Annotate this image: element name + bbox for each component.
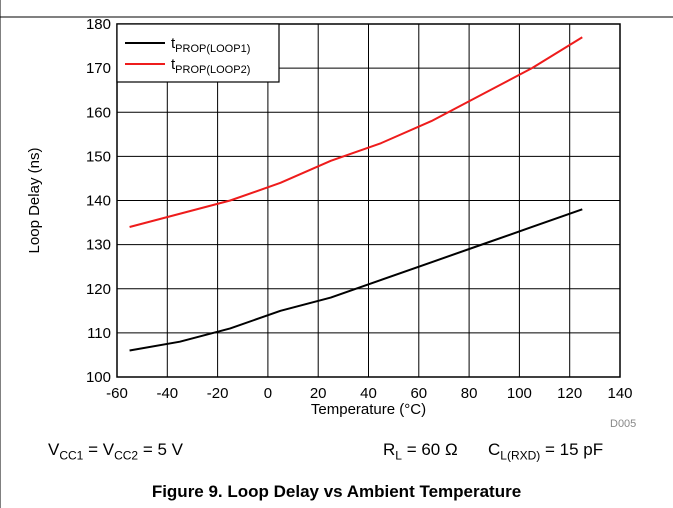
- x-tick-label: -60: [106, 385, 128, 402]
- y-tick-label: 120: [86, 281, 111, 298]
- y-tick-label: 180: [86, 16, 111, 33]
- x-tick-label: 20: [310, 385, 327, 402]
- x-tick-label: 80: [461, 385, 478, 402]
- legend-box: [116, 23, 280, 83]
- y-tick-label: 170: [86, 60, 111, 77]
- condition-rl: RL = 60 Ω: [383, 440, 458, 462]
- vcc2-symbol: = V: [83, 440, 115, 459]
- x-tick-label: 40: [360, 385, 377, 402]
- legend: tPROP(LOOP1)tPROP(LOOP2): [116, 23, 280, 83]
- x-axis-title: Temperature (°C): [311, 401, 426, 418]
- x-tick-label: -20: [207, 385, 229, 402]
- rl-symbol: R: [383, 440, 396, 459]
- series: [129, 36, 583, 352]
- plot-area-border: [116, 23, 621, 378]
- figure-caption: Figure 9. Loop Delay vs Ambient Temperat…: [151, 482, 522, 501]
- legend-label-1: tPROP(LOOP1): [171, 35, 250, 55]
- axis-ticks: -60 -40 -20 0 20 40 60 80 100 120 140 100 110 120 130 1…: [86, 16, 633, 402]
- vcc1-symbol: V: [48, 440, 60, 459]
- condition-cl: CL(RXD) = 15 pF: [488, 440, 603, 462]
- y-axis-title: Loop Delay (ns): [26, 148, 43, 254]
- x-tick-label: 60: [410, 385, 427, 402]
- cl-value: = 15 pF: [540, 440, 604, 459]
- y-tick-label: 140: [86, 193, 111, 210]
- vcc-value: = 5 V: [138, 440, 183, 459]
- cl-symbol: C: [488, 440, 501, 459]
- cl-subscript: L(RXD): [500, 448, 541, 463]
- series-line-1: [129, 208, 583, 352]
- figure-code: D005: [610, 418, 637, 430]
- x-tick-label: 100: [507, 385, 532, 402]
- series-line-2: [129, 36, 583, 228]
- rl-subscript: L: [395, 448, 402, 463]
- y-tick-label: 130: [86, 237, 111, 254]
- condition-vcc: VCC1 = VCC2 = 5 V: [48, 440, 183, 462]
- y-tick-label: 110: [87, 325, 111, 342]
- x-tick-label: 120: [557, 385, 582, 402]
- x-tick-label: 140: [607, 385, 632, 402]
- vcc2-subscript: CC2: [114, 448, 139, 463]
- y-tick-label: 150: [86, 148, 111, 165]
- y-tick-label: 160: [86, 104, 111, 121]
- vcc1-subscript: CC1: [59, 448, 84, 463]
- y-tick-label: 100: [86, 369, 111, 386]
- legend-label-2: tPROP(LOOP2): [171, 56, 250, 76]
- rl-value: = 60 Ω: [401, 440, 458, 459]
- x-tick-label: -40: [156, 385, 178, 402]
- x-tick-label: 0: [264, 385, 272, 402]
